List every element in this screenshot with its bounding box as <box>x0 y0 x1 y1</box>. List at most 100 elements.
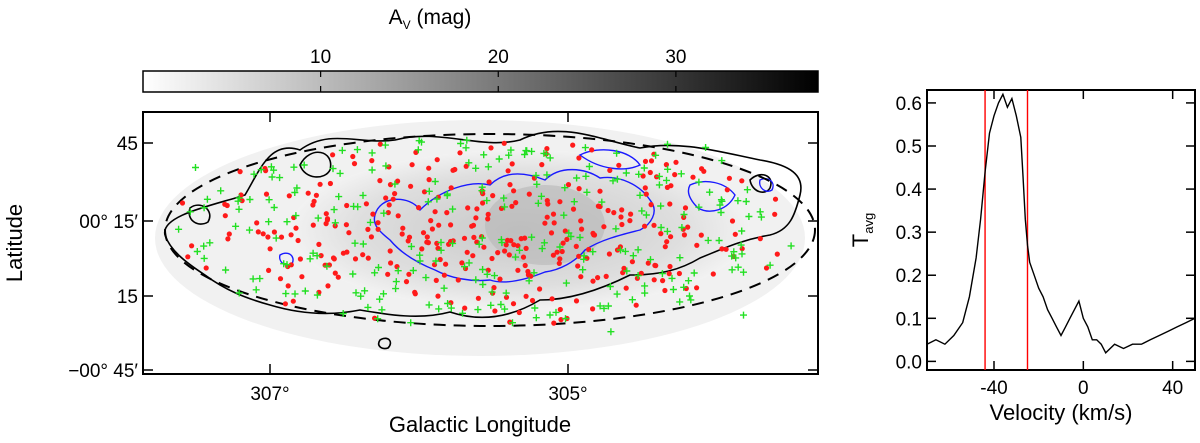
red-dot <box>179 200 186 206</box>
red-dot <box>525 268 531 275</box>
green-cross <box>530 269 538 277</box>
green-cross <box>617 246 624 254</box>
red-dot <box>658 231 664 237</box>
red-dot <box>335 274 341 280</box>
red-dot <box>365 226 371 232</box>
green-cross <box>507 146 515 154</box>
red-dot <box>522 262 528 269</box>
green-cross <box>361 287 369 295</box>
green-cross <box>291 290 299 298</box>
green-cross <box>200 204 208 212</box>
red-dot <box>406 271 412 277</box>
red-dot <box>710 271 716 277</box>
red-dot <box>698 232 704 238</box>
green-cross <box>375 264 382 271</box>
green-cross <box>380 209 388 217</box>
red-dot <box>682 205 689 211</box>
red-dot <box>271 229 277 235</box>
green-cross <box>613 175 621 183</box>
green-cross <box>480 151 488 159</box>
red-dot <box>421 189 428 195</box>
green-cross <box>246 196 254 203</box>
red-dot <box>383 195 389 201</box>
green-cross <box>528 233 536 241</box>
green-cross <box>206 239 214 247</box>
map-ytick-label: 45 <box>117 134 138 155</box>
red-dot <box>488 145 494 151</box>
red-dot <box>662 287 668 294</box>
green-cross <box>604 302 612 310</box>
green-cross <box>234 197 242 205</box>
red-dot <box>368 234 374 240</box>
green-cross <box>491 272 498 280</box>
red-dot <box>457 150 463 156</box>
green-cross <box>521 151 529 158</box>
green-cross <box>583 188 591 196</box>
green-cross <box>732 254 740 262</box>
green-cross <box>589 248 597 256</box>
red-dot <box>485 267 491 273</box>
green-cross <box>596 302 604 310</box>
red-dot <box>573 298 580 304</box>
red-dot <box>293 225 299 231</box>
red-dot <box>485 211 491 217</box>
green-cross <box>407 319 415 327</box>
green-cross <box>472 164 480 172</box>
green-cross <box>663 227 671 235</box>
red-dot <box>647 169 653 176</box>
red-dot <box>690 174 696 180</box>
green-cross <box>222 266 230 274</box>
red-dot <box>260 231 266 237</box>
green-cross <box>622 169 630 177</box>
green-cross <box>270 204 278 211</box>
red-dot <box>469 223 475 229</box>
green-cross <box>612 225 620 233</box>
red-dot <box>363 201 369 207</box>
red-dot <box>323 211 329 217</box>
green-cross <box>391 180 399 188</box>
red-dot <box>523 293 529 299</box>
red-dot <box>360 252 366 258</box>
green-cross <box>301 287 309 295</box>
red-dot <box>429 226 435 232</box>
red-dot <box>433 277 439 283</box>
green-cross <box>738 250 746 258</box>
green-cross <box>512 253 519 261</box>
red-dot <box>513 200 519 206</box>
green-cross <box>203 195 211 203</box>
red-dot <box>489 255 495 262</box>
red-dot <box>462 305 468 311</box>
spectrum-xtick-label: -40 <box>980 378 1007 399</box>
inner-contour-islands <box>279 149 774 266</box>
red-dot <box>642 158 649 164</box>
red-dot <box>694 285 700 291</box>
colorbar-tick-marks <box>320 71 677 92</box>
green-cross <box>352 289 360 297</box>
green-cross <box>283 218 291 226</box>
green-cross <box>409 267 417 274</box>
green-cross <box>677 170 685 178</box>
spectrum-ytick-label: 0.5 <box>896 137 922 158</box>
green-cross <box>609 177 617 185</box>
red-dot <box>267 246 273 252</box>
red-dot <box>503 294 510 300</box>
red-dot <box>387 182 394 188</box>
green-cross <box>704 236 712 244</box>
red-dot <box>486 179 492 185</box>
red-dot <box>444 210 450 216</box>
green-cross <box>613 149 621 157</box>
red-dot <box>222 213 228 219</box>
spectrum-frame <box>926 89 1196 371</box>
red-dot <box>542 220 548 226</box>
red-dot <box>579 226 585 232</box>
red-dot <box>570 142 576 148</box>
red-dot <box>428 218 434 224</box>
green-cross <box>663 176 670 184</box>
green-cross <box>265 218 273 226</box>
red-dot <box>475 295 481 301</box>
colorbar-gradient <box>142 70 819 93</box>
green-cross <box>463 136 471 144</box>
red-dot <box>623 285 629 291</box>
green-cross <box>359 191 367 199</box>
